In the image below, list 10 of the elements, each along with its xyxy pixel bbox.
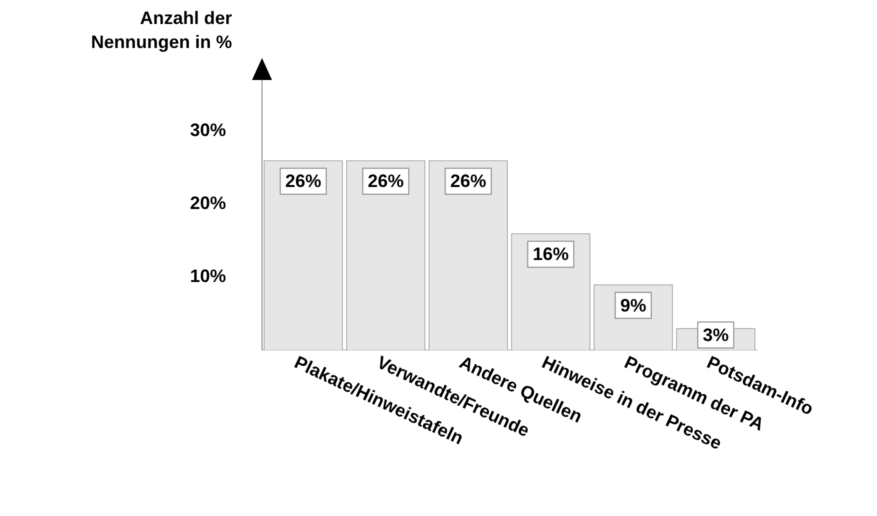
data-label: 26% bbox=[368, 171, 404, 192]
y-tick-label: 10% bbox=[190, 266, 226, 286]
y-axis-title: Anzahl der Nennungen in % bbox=[90, 7, 232, 54]
data-label: 26% bbox=[285, 171, 322, 192]
y-tick-label: 20% bbox=[190, 193, 226, 214]
data-label: 3% bbox=[702, 324, 729, 345]
data-label: 9% bbox=[620, 295, 646, 316]
data-label: 16% bbox=[532, 244, 569, 264]
y-tick-label: 30% bbox=[190, 120, 226, 140]
data-label: 26% bbox=[450, 171, 486, 192]
